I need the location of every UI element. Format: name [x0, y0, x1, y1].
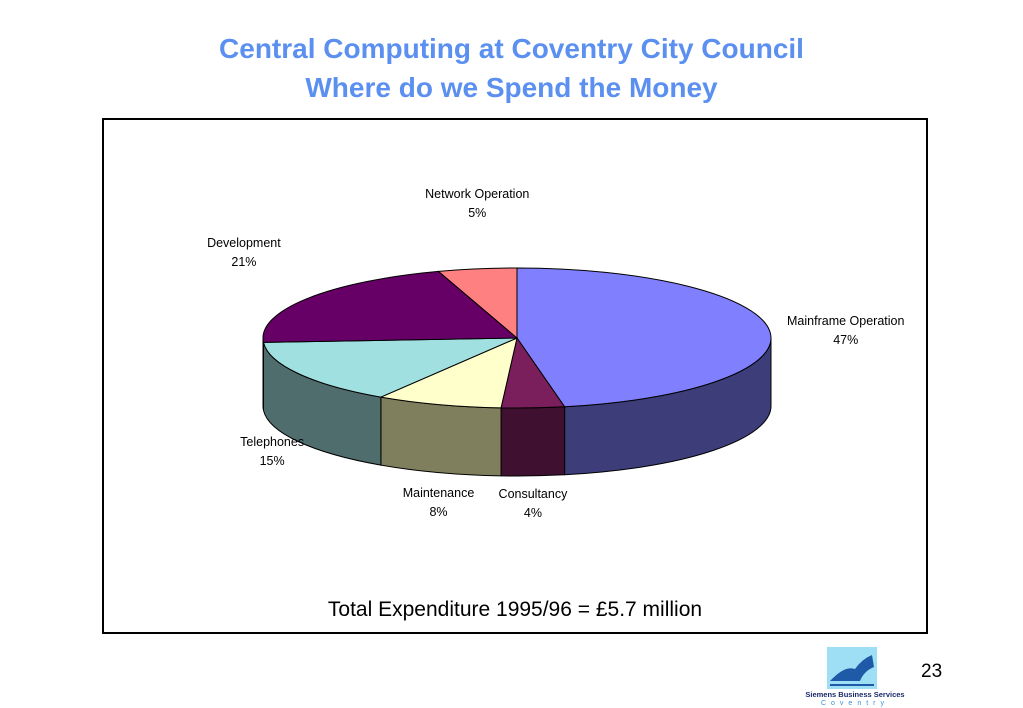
slice-label-name: Telephones	[240, 434, 305, 449]
siemens-logo: Siemens Business Services Coventry	[800, 645, 910, 707]
slide-title-line2: Where do we Spend the Money	[305, 72, 718, 103]
total-expenditure-caption: Total Expenditure 1995/96 = £5.7 million	[327, 598, 703, 621]
slice-label-maintenance: Maintenance 8%	[403, 484, 475, 522]
slice-label-value: 4%	[523, 505, 542, 520]
slice-label-value: 8%	[429, 504, 448, 519]
logo-bird-shape	[830, 655, 874, 681]
slice-label-telephones: Telephones 15%	[240, 433, 304, 471]
slice-label-name: Development	[207, 236, 281, 251]
slice-label-value: 47%	[833, 333, 859, 348]
slice-label-value: 21%	[231, 255, 257, 270]
slide-title-line1: Central Computing at Coventry City Counc…	[219, 33, 804, 64]
page-number: 23	[921, 661, 943, 682]
pie-chart	[262, 267, 772, 477]
pie-slice-side-development	[262, 337, 265, 411]
pie-slice-telephones	[262, 337, 518, 398]
pie-slice-maintenance	[379, 337, 518, 409]
slice-label-value: 15%	[259, 453, 285, 468]
pie-tops	[262, 267, 772, 409]
slice-label-development: Development 21%	[207, 234, 281, 272]
pie-slice-mainframe-operation	[516, 267, 772, 408]
slice-label-value: 5%	[468, 206, 487, 221]
pie-sides	[262, 337, 772, 477]
slice-label-network-operation: Network Operation 5%	[425, 185, 529, 223]
pie-slice-side-maintenance	[380, 396, 502, 477]
pie-slice-development	[262, 270, 519, 343]
slice-label-name: Mainframe Operation	[787, 314, 905, 329]
logo-location: Coventry	[820, 700, 889, 707]
slice-label-name: Maintenance	[402, 485, 475, 500]
slice-label-name: Network Operation	[425, 187, 530, 202]
logo-graphic-icon	[827, 647, 877, 689]
slice-label-mainframe-operation: Mainframe Operation 47%	[787, 312, 904, 350]
slice-label-name: Consultancy	[498, 486, 568, 501]
logo-company-name: Siemens Business Services	[805, 690, 905, 699]
slice-label-consultancy: Consultancy 4%	[499, 485, 568, 523]
pie-slice-network-operation	[437, 267, 518, 340]
chart-frame: Total Expenditure 1995/96 = £5.7 million…	[102, 118, 928, 634]
pie-slice-side-consultancy	[500, 406, 566, 477]
